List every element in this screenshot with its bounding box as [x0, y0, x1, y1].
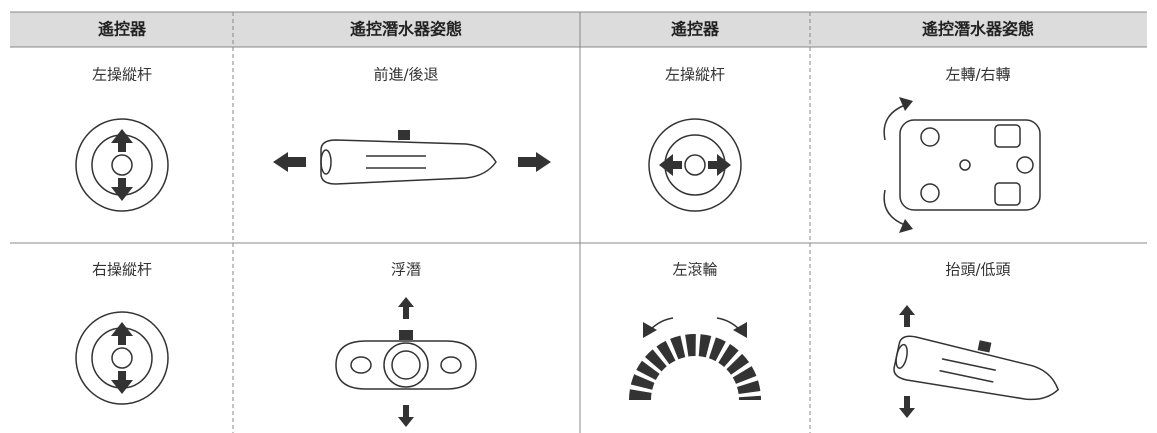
arrow-down [899, 396, 915, 418]
drone-side-icon [273, 130, 551, 185]
cell: 左轉/右轉 [945, 66, 1010, 84]
drone-front-icon [335, 297, 477, 427]
cell: 左操縱杆 [92, 66, 152, 84]
wheel-icon [629, 317, 761, 401]
cell: 右操縱杆 [92, 261, 152, 279]
cell: 抬頭/低頭 [945, 261, 1010, 279]
header-cell: 遙控器 [671, 20, 720, 39]
cell: 左滾輪 [672, 261, 717, 279]
header-bg [10, 12, 1147, 47]
header-cell: 遙控潛水器姿態 [922, 20, 1034, 39]
cell: 浮潛 [391, 261, 421, 279]
header-cell: 遙控潛水器姿態 [350, 20, 462, 39]
joystick-icon [75, 311, 169, 405]
header-cell: 遙控器 [98, 20, 147, 39]
borders [10, 11, 1147, 433]
cell: 左操縱杆 [665, 66, 725, 84]
arrow-up [899, 305, 915, 327]
drone-top-icon [883, 97, 1041, 233]
joystick-icon [75, 118, 169, 212]
cell: 前進/後退 [373, 66, 438, 84]
drone-pitch-icon [893, 335, 1060, 401]
joystick-icon [648, 118, 742, 212]
